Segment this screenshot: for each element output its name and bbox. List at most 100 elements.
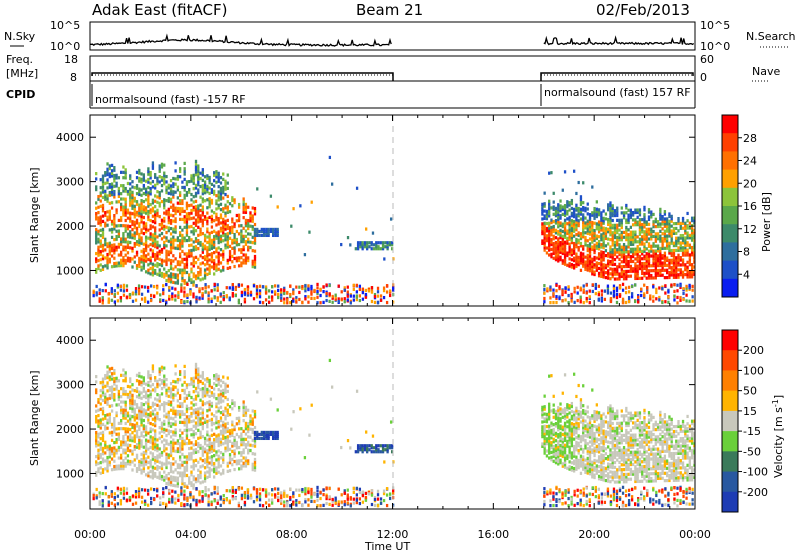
power-cell: [688, 221, 691, 225]
power-cell: [151, 265, 155, 269]
power-cell: [163, 219, 166, 223]
velocity-cell: [190, 419, 193, 424]
power-cell: [147, 236, 150, 240]
power-cell: [356, 245, 360, 249]
velocity-cell: [199, 443, 202, 448]
power-cell: [256, 187, 259, 191]
power-cell: [611, 260, 614, 264]
power-cell: [559, 221, 562, 225]
power-cell: [554, 206, 558, 210]
velocity-cell: [226, 443, 229, 447]
velocity-cell: [147, 474, 150, 478]
power-cell: [92, 294, 95, 298]
power-cell: [593, 221, 596, 225]
power-cell: [219, 300, 222, 304]
power-cell: [597, 222, 601, 227]
velocity-cell: [147, 471, 150, 475]
power-cell: [240, 256, 243, 260]
power-cell: [231, 260, 234, 264]
power-cell: [661, 300, 664, 305]
power-cell: [557, 256, 560, 261]
power-cell: [575, 237, 578, 242]
power-cell: [593, 206, 596, 211]
power-cell: [176, 244, 180, 248]
power-cell: [140, 204, 143, 208]
power-cell: [561, 237, 564, 241]
power-cell: [231, 286, 234, 290]
power-cell: [201, 277, 204, 281]
power-cell: [192, 173, 195, 177]
power-cell: [684, 229, 687, 233]
velocity-cell: [210, 433, 214, 437]
velocity-cell: [192, 408, 195, 412]
power-cell: [226, 218, 229, 222]
nsky-tick-top: 10^5: [50, 19, 80, 32]
velocity-cell: [106, 463, 109, 468]
velocity-cell: [188, 481, 191, 485]
power-cell: [228, 250, 232, 254]
velocity-cell: [135, 421, 139, 425]
power-cell: [634, 269, 637, 273]
power-cell: [206, 267, 209, 271]
power-cell: [586, 224, 589, 228]
power-cell: [602, 236, 605, 240]
power-cell: [110, 254, 114, 258]
power-cell: [106, 199, 109, 203]
velocity-cell: [176, 471, 180, 475]
power-cell: [106, 242, 109, 246]
power-cell: [541, 229, 544, 233]
power-cell: [584, 240, 587, 245]
velocity-cell: [144, 414, 148, 418]
power-cell: [582, 259, 585, 263]
velocity-cell: [113, 459, 116, 463]
velocity-cell: [244, 421, 248, 425]
power-cell: [568, 245, 571, 249]
power-cell: [629, 242, 633, 247]
power-cell: [183, 265, 186, 269]
power-cell: [381, 241, 385, 245]
power-cell: [113, 190, 116, 194]
velocity-cell: [142, 434, 145, 439]
velocity-cell: [99, 471, 102, 475]
velocity-cell: [197, 410, 200, 414]
velocity-cell: [183, 420, 186, 424]
velocity-cell: [149, 440, 152, 444]
power-cell: [147, 215, 150, 219]
velocity-cell: [97, 432, 100, 436]
power-cell: [613, 235, 617, 240]
power-cell: [122, 197, 125, 201]
power-cell: [117, 176, 121, 180]
power-cell: [627, 216, 630, 220]
power-cell: [629, 225, 633, 229]
power-cell: [675, 270, 678, 275]
power-cell: [677, 263, 680, 267]
velocity-cell: [138, 411, 141, 416]
velocity-cell: [154, 402, 157, 406]
power-cell: [128, 292, 132, 297]
power-cell: [681, 216, 685, 221]
power-cell: [116, 299, 120, 303]
power-cell: [577, 206, 580, 211]
power-cell: [183, 215, 186, 219]
power-cell: [156, 200, 159, 204]
velocity-cell: [192, 448, 195, 452]
velocity-cell: [95, 391, 98, 395]
velocity-cell: [165, 441, 168, 446]
power-cell: [567, 287, 570, 291]
power-cell: [600, 218, 603, 222]
power-cell: [138, 240, 141, 245]
power-cell: [670, 253, 673, 258]
power-cell: [267, 229, 270, 234]
power-cell: [208, 245, 211, 249]
power-cell: [615, 292, 619, 296]
velocity-cell: [158, 383, 161, 387]
power-cell: [199, 219, 202, 223]
velocity-cell: [231, 428, 234, 432]
power-cell: [672, 244, 676, 248]
velocity-cell: [222, 420, 225, 424]
power-cell: [636, 240, 639, 244]
power-cell: [138, 187, 141, 191]
power-cell: [659, 246, 662, 251]
power-cell: [119, 218, 123, 222]
power-cell: [97, 218, 100, 223]
